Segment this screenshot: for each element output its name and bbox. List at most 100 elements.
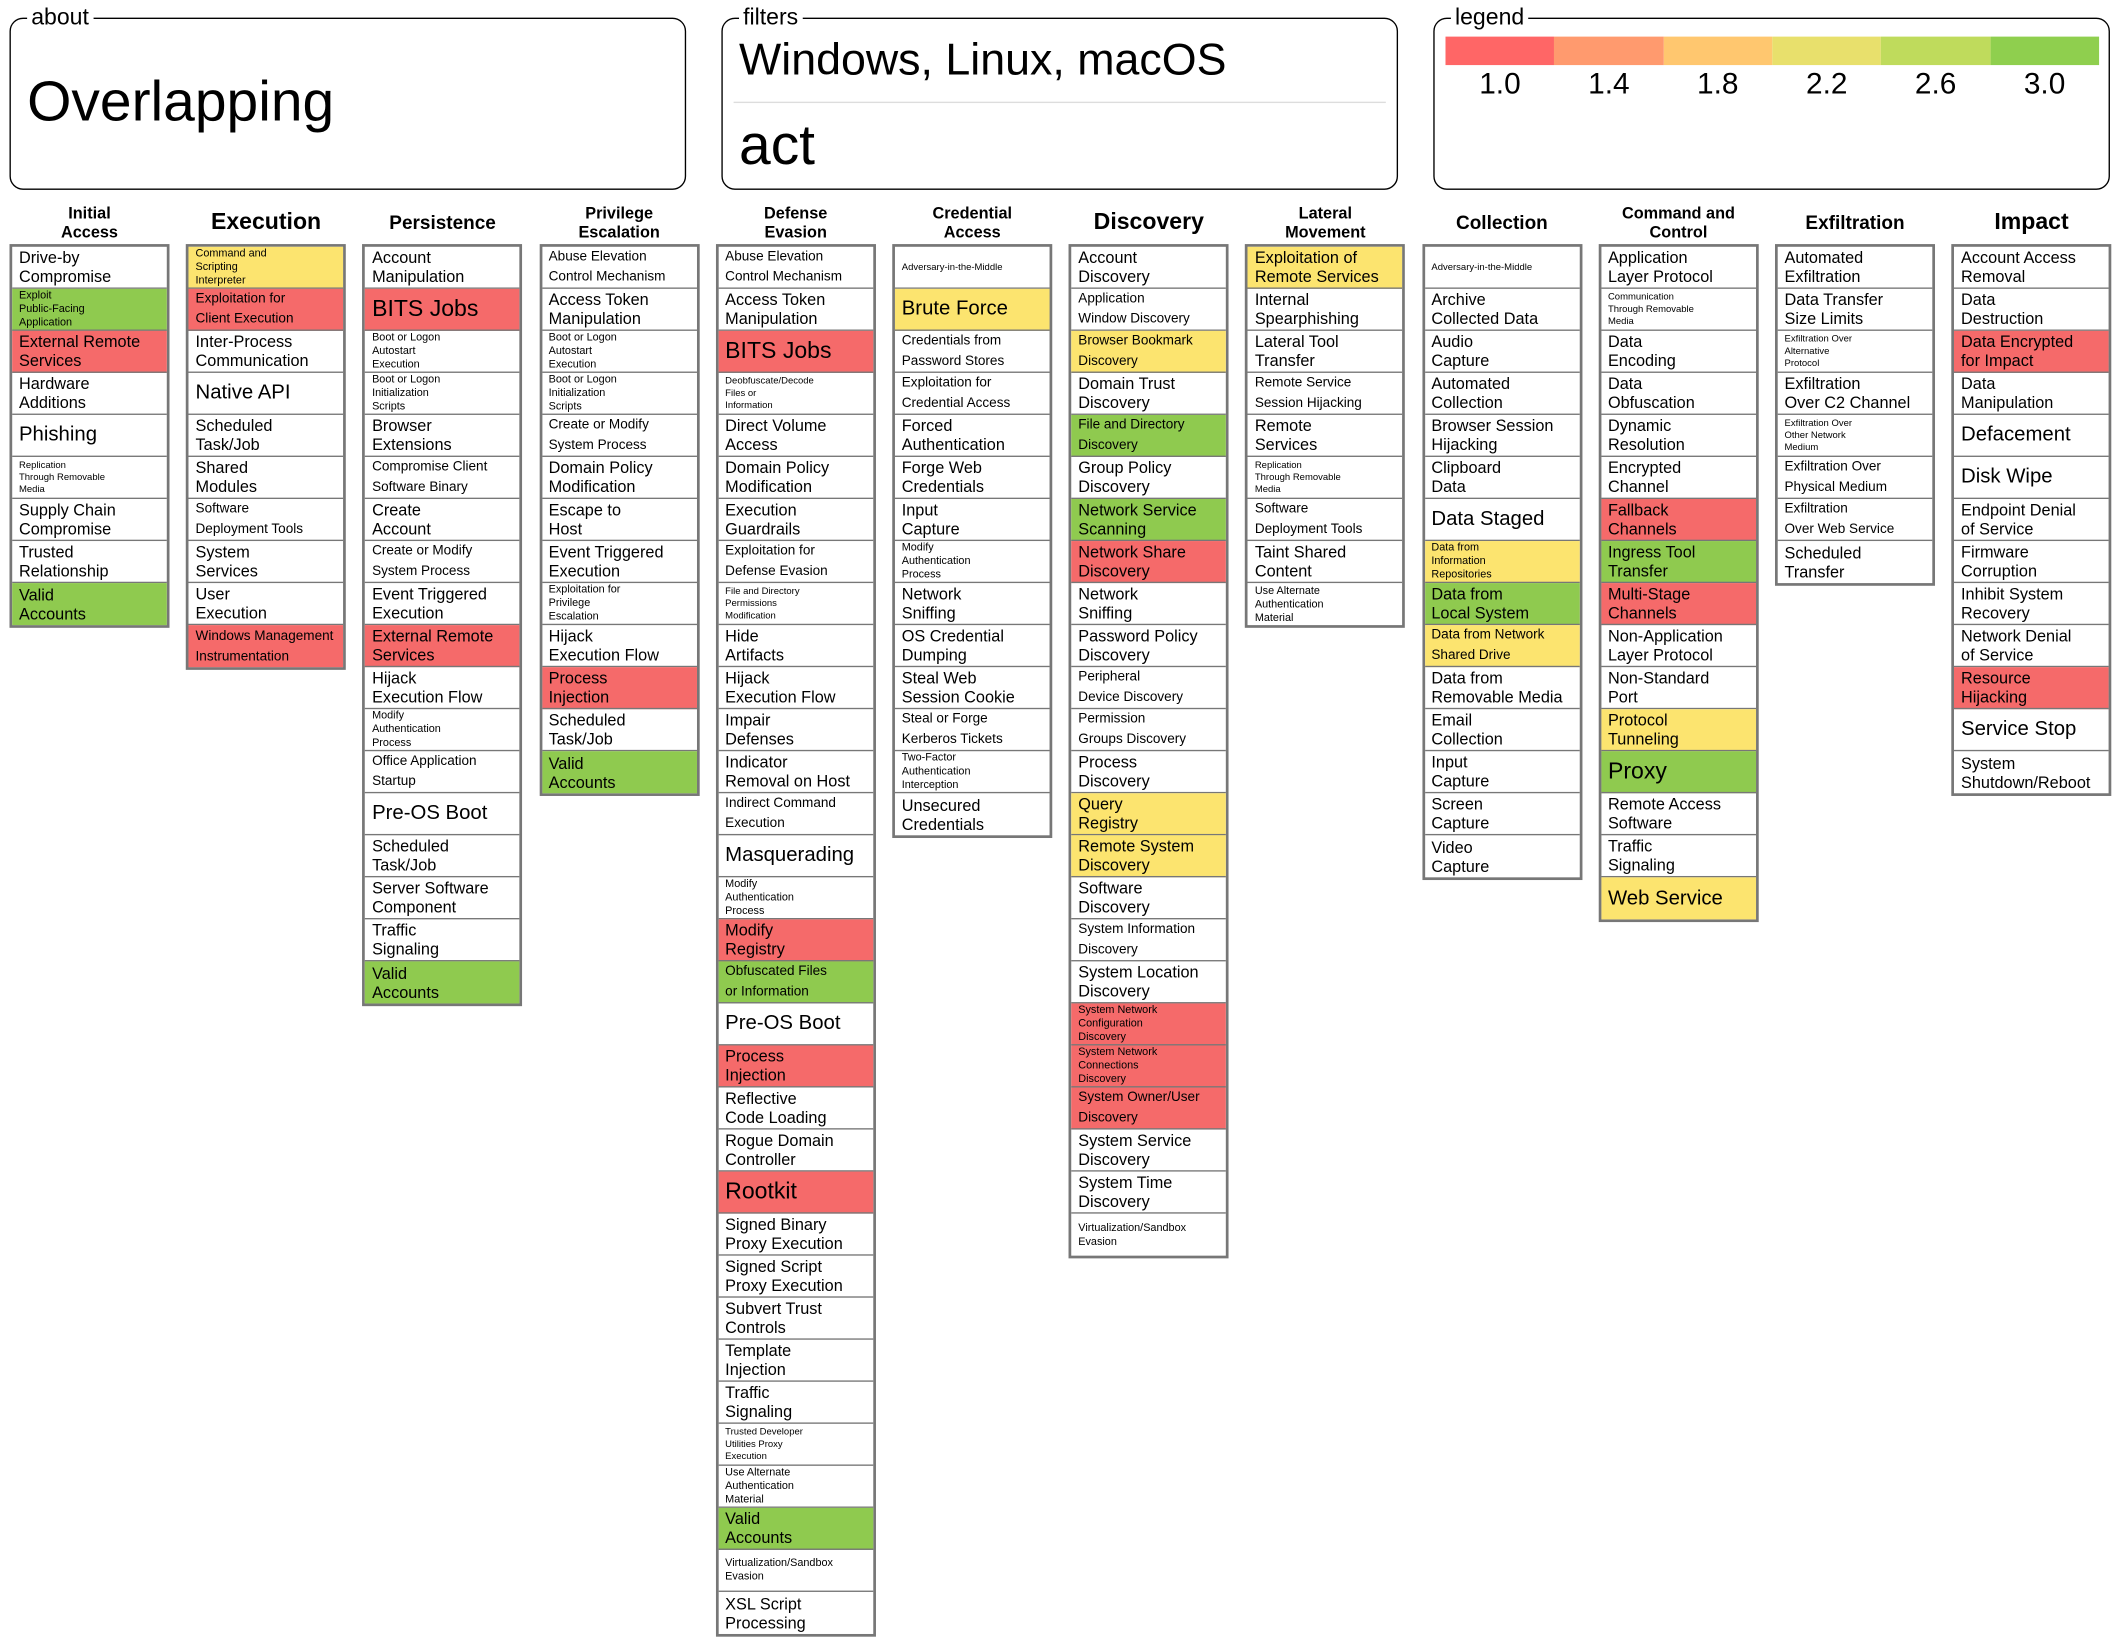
technique-cell[interactable]: System Network Connections Discovery bbox=[1071, 1045, 1227, 1088]
technique-cell[interactable]: Resource Hijacking bbox=[1954, 667, 2109, 710]
technique-cell[interactable]: Network Service Scanning bbox=[1071, 499, 1227, 542]
technique-cell[interactable]: File and Directory Permissions Modificatio… bbox=[718, 583, 873, 626]
technique-cell[interactable]: Exfiltration Over C2 Channel bbox=[1777, 373, 1933, 415]
technique-cell[interactable]: Remote Access Software bbox=[1601, 793, 1756, 836]
technique-cell[interactable]: Access Token Manipulation bbox=[718, 289, 873, 331]
technique-cell[interactable]: Valid Accounts bbox=[541, 751, 697, 794]
technique-cell[interactable]: Data from Information Repositories bbox=[1424, 541, 1580, 584]
technique-cell[interactable]: Modify Authentication Process bbox=[894, 541, 1050, 584]
technique-cell[interactable]: Modify Authentication Process bbox=[718, 877, 873, 920]
technique-cell[interactable]: Replication Through Removable Media bbox=[1248, 457, 1403, 500]
technique-cell[interactable]: Impair Defenses bbox=[718, 709, 873, 752]
technique-cell[interactable]: System Location Discovery bbox=[1071, 961, 1227, 1004]
technique-cell[interactable]: Automated Collection bbox=[1424, 373, 1580, 415]
technique-cell[interactable]: Rogue Domain Controller bbox=[718, 1130, 873, 1172]
technique-cell[interactable]: Compromise Client Software Binary bbox=[365, 457, 520, 500]
technique-cell[interactable]: Input Capture bbox=[1424, 751, 1580, 794]
technique-cell[interactable]: Screen Capture bbox=[1424, 793, 1580, 836]
technique-cell[interactable]: Peripheral Device Discovery bbox=[1071, 667, 1227, 710]
technique-cell[interactable]: Virtualization/Sandbox Evasion bbox=[718, 1550, 873, 1592]
technique-cell[interactable]: Boot or Logon Initialization Scripts bbox=[365, 373, 520, 415]
technique-cell[interactable]: XSL Script Processing bbox=[718, 1592, 873, 1634]
technique-cell[interactable]: Abuse Elevation Control Mechanism bbox=[541, 247, 697, 289]
technique-cell[interactable]: Create or Modify System Process bbox=[365, 541, 520, 584]
technique-cell[interactable]: Exfiltration Over Other Network Medium bbox=[1777, 415, 1933, 457]
technique-cell[interactable]: Native API bbox=[188, 373, 344, 415]
technique-cell[interactable]: OS Credential Dumping bbox=[894, 625, 1050, 668]
technique-cell[interactable]: Inhibit System Recovery bbox=[1954, 583, 2109, 626]
technique-cell[interactable]: Signed Script Proxy Execution bbox=[718, 1256, 873, 1298]
technique-cell[interactable]: Obfuscated Files or Information bbox=[718, 961, 873, 1004]
technique-cell[interactable]: Valid Accounts bbox=[718, 1507, 873, 1550]
technique-cell[interactable]: Account Discovery bbox=[1071, 247, 1227, 289]
technique-cell[interactable]: Scheduled Transfer bbox=[1778, 541, 1933, 583]
technique-cell[interactable]: Non-Standard Port bbox=[1601, 667, 1756, 710]
technique-cell[interactable]: Two-Factor Authentication Interception bbox=[894, 751, 1050, 794]
technique-cell[interactable]: Hardware Additions bbox=[12, 373, 167, 415]
technique-cell[interactable]: Windows Management Instrumentation bbox=[188, 625, 344, 668]
technique-cell[interactable]: User Execution bbox=[188, 583, 344, 626]
technique-cell[interactable]: Escape to Host bbox=[541, 499, 697, 542]
technique-cell[interactable]: Modify Authentication Process bbox=[365, 709, 520, 752]
technique-cell[interactable]: System Services bbox=[188, 541, 344, 584]
technique-cell[interactable]: Firmware Corruption bbox=[1954, 541, 2109, 584]
technique-cell[interactable]: External Remote Services bbox=[365, 625, 520, 668]
technique-cell[interactable]: Network Sniffing bbox=[894, 583, 1050, 626]
technique-cell[interactable]: Endpoint Denial of Service bbox=[1954, 499, 2109, 542]
technique-cell[interactable]: Forge Web Credentials bbox=[894, 457, 1050, 500]
technique-cell[interactable]: Create or Modify System Process bbox=[541, 415, 697, 457]
technique-cell[interactable]: Dynamic Resolution bbox=[1601, 415, 1756, 457]
technique-cell[interactable]: System Shutdown/Reboot bbox=[1954, 751, 2109, 793]
technique-cell[interactable]: BITS Jobs bbox=[365, 288, 520, 331]
technique-cell[interactable]: Automated Exfiltration bbox=[1777, 247, 1933, 289]
technique-cell[interactable]: Lateral Tool Transfer bbox=[1248, 331, 1403, 373]
technique-cell[interactable]: Direct Volume Access bbox=[718, 415, 873, 457]
technique-cell[interactable]: Application Layer Protocol bbox=[1601, 247, 1756, 289]
technique-cell[interactable]: Scheduled Task/Job bbox=[541, 709, 697, 752]
technique-cell[interactable]: Pre-OS Boot bbox=[365, 793, 520, 836]
technique-cell[interactable]: Indicator Removal on Host bbox=[718, 751, 873, 794]
technique-cell[interactable]: Event Triggered Execution bbox=[365, 583, 520, 626]
technique-cell[interactable]: Remote Service Session Hijacking bbox=[1248, 373, 1403, 415]
technique-cell[interactable]: Inter-Process Communication bbox=[188, 331, 344, 373]
technique-cell[interactable]: Account Manipulation bbox=[365, 247, 520, 289]
technique-cell[interactable]: Hijack Execution Flow bbox=[718, 667, 873, 710]
technique-cell[interactable]: Data from Local System bbox=[1424, 583, 1580, 626]
technique-cell[interactable]: Process Injection bbox=[541, 667, 697, 710]
technique-cell[interactable]: Browser Extensions bbox=[365, 415, 520, 457]
technique-cell[interactable]: Internal Spearphishing bbox=[1248, 289, 1403, 331]
technique-cell[interactable]: Email Collection bbox=[1424, 709, 1580, 752]
technique-cell[interactable]: Defacement bbox=[1954, 415, 2109, 457]
technique-cell[interactable]: Taint Shared Content bbox=[1248, 541, 1403, 584]
technique-cell[interactable]: Domain Trust Discovery bbox=[1071, 373, 1227, 415]
technique-cell[interactable]: Boot or Logon Autostart Execution bbox=[365, 331, 520, 373]
technique-cell[interactable]: Domain Policy Modification bbox=[541, 457, 697, 500]
technique-cell[interactable]: Boot or Logon Autostart Execution bbox=[541, 331, 697, 373]
technique-cell[interactable]: Communication Through Removable Media bbox=[1601, 289, 1756, 331]
technique-cell[interactable]: Service Stop bbox=[1954, 709, 2109, 752]
technique-cell[interactable]: Data from Removable Media bbox=[1424, 667, 1580, 710]
technique-cell[interactable]: Exploitation for Defense Evasion bbox=[718, 541, 873, 584]
technique-cell[interactable]: Boot or Logon Initialization Scripts bbox=[541, 373, 697, 415]
technique-cell[interactable]: Subvert Trust Controls bbox=[718, 1298, 873, 1340]
technique-cell[interactable]: System Service Discovery bbox=[1071, 1130, 1227, 1172]
technique-cell[interactable]: Input Capture bbox=[894, 499, 1050, 542]
technique-cell[interactable]: Browser Session Hijacking bbox=[1424, 415, 1580, 457]
technique-cell[interactable]: Reflective Code Loading bbox=[718, 1088, 873, 1130]
technique-cell[interactable]: Access Token Manipulation bbox=[541, 289, 697, 331]
technique-cell[interactable]: Unsecured Credentials bbox=[895, 793, 1050, 835]
technique-cell[interactable]: Trusted Developer Utilities Proxy Executio… bbox=[718, 1424, 873, 1466]
technique-cell[interactable]: Application Window Discovery bbox=[1071, 289, 1227, 331]
technique-cell[interactable]: Create Account bbox=[365, 499, 520, 542]
technique-cell[interactable]: Replication Through Removable Media bbox=[12, 457, 167, 500]
technique-cell[interactable]: Group Policy Discovery bbox=[1071, 457, 1227, 500]
technique-cell[interactable]: Fallback Channels bbox=[1601, 499, 1756, 542]
technique-cell[interactable]: Office Application Startup bbox=[365, 751, 520, 794]
technique-cell[interactable]: Protocol Tunneling bbox=[1601, 709, 1756, 752]
technique-cell[interactable]: Phishing bbox=[12, 415, 167, 457]
technique-cell[interactable]: Data Encoding bbox=[1601, 331, 1756, 373]
technique-cell[interactable]: Process Discovery bbox=[1071, 751, 1227, 794]
technique-cell[interactable]: Web Service bbox=[1601, 877, 1756, 920]
technique-cell[interactable]: Forced Authentication bbox=[894, 415, 1050, 457]
technique-cell[interactable]: Brute Force bbox=[894, 288, 1050, 331]
